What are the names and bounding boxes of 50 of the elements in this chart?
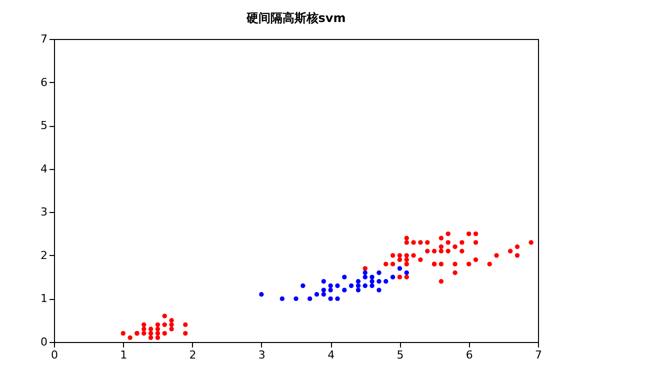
point	[390, 274, 396, 280]
point	[376, 288, 382, 292]
point	[376, 279, 382, 284]
y-tick-label: 4	[40, 162, 48, 176]
x-tick-label: 7	[535, 348, 542, 362]
point	[335, 283, 340, 288]
point	[376, 270, 382, 276]
y-tick-label: 3	[40, 206, 48, 219]
point	[342, 288, 347, 292]
y-tick-label: 6	[40, 76, 48, 89]
point	[328, 288, 333, 292]
x-tick-label: 6	[466, 348, 473, 362]
y-tick-label: 2	[40, 248, 48, 262]
point	[370, 274, 374, 280]
point	[362, 274, 368, 280]
point	[321, 279, 326, 284]
point	[307, 296, 312, 302]
chart-title: 硬间隔高斯核svm	[245, 11, 346, 25]
x-tick-label: 0	[51, 348, 58, 362]
point	[328, 296, 333, 302]
point	[300, 283, 306, 288]
point	[356, 283, 361, 288]
point	[356, 288, 361, 292]
point	[362, 283, 368, 288]
x-tick-label: 5	[396, 348, 404, 362]
y-tick-label: 7	[40, 32, 48, 46]
point	[294, 296, 298, 302]
point	[348, 283, 354, 288]
point	[314, 292, 320, 297]
point	[356, 279, 361, 284]
point	[259, 292, 264, 297]
point	[384, 279, 388, 284]
x-tick-label: 1	[120, 348, 128, 362]
x-tick-label: 4	[328, 348, 335, 362]
y-tick-label: 1	[40, 292, 48, 306]
point	[280, 296, 285, 302]
point	[404, 270, 409, 276]
point	[335, 296, 340, 302]
y-tick-label: 5	[40, 119, 48, 132]
x-tick-label: 2	[189, 348, 196, 362]
point	[342, 274, 347, 280]
point	[321, 288, 326, 292]
x-tick-label: 3	[258, 348, 266, 362]
point	[362, 270, 368, 276]
point	[370, 279, 374, 284]
point	[397, 266, 402, 271]
point	[321, 292, 326, 297]
point	[328, 283, 333, 288]
y-tick-label: 0	[40, 336, 48, 348]
point	[370, 283, 374, 288]
